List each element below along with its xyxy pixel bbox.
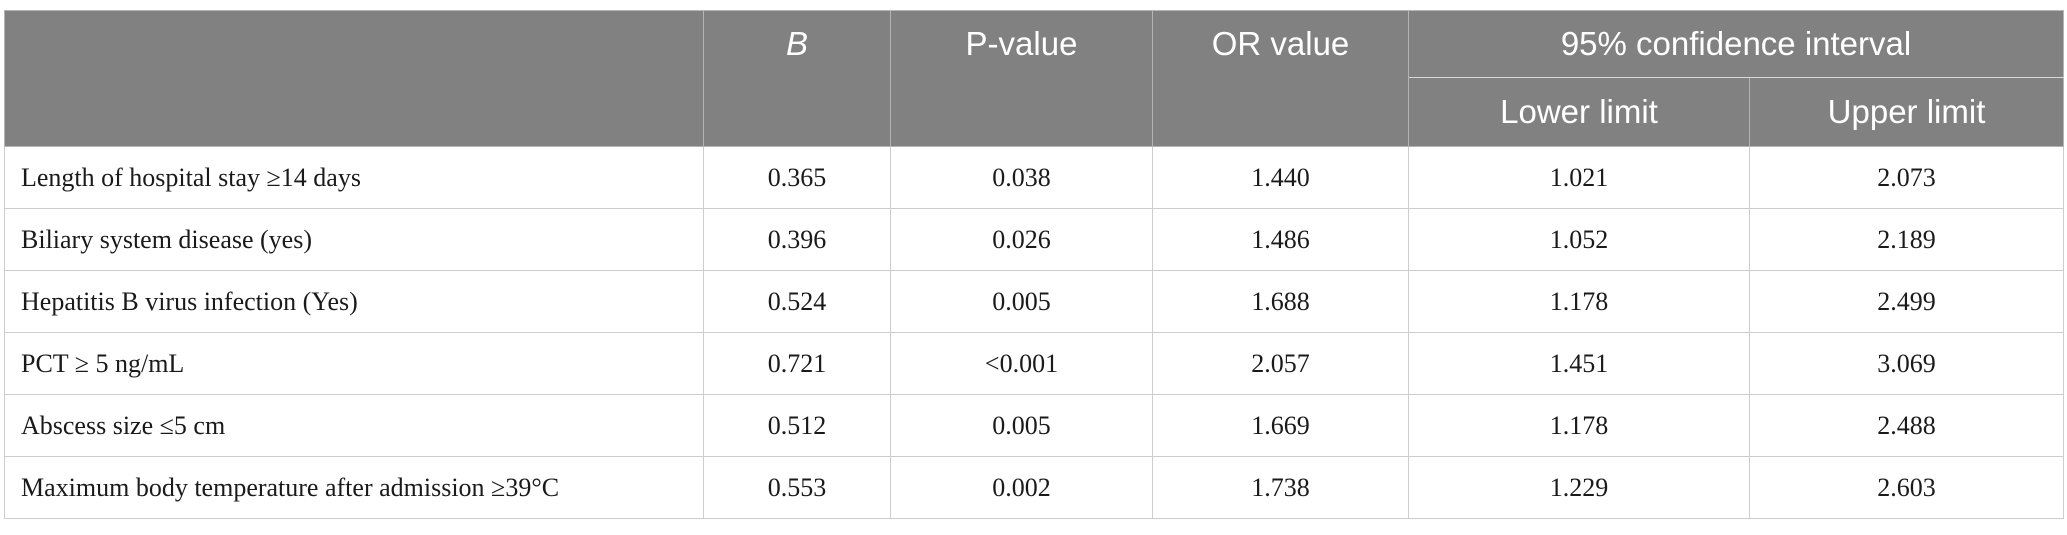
cell-lower-limit: 1.229: [1408, 456, 1750, 519]
table-row: Abscess size ≤5 cm 0.512 0.005 1.669 1.1…: [4, 394, 2065, 457]
row-label: PCT ≥ 5 ng/mL: [4, 332, 704, 395]
cell-lower-limit: 1.052: [1408, 208, 1750, 271]
cell-b: 0.721: [703, 332, 891, 395]
cell-lower-limit: 1.178: [1408, 270, 1750, 333]
cell-upper-limit: 3.069: [1748, 332, 2065, 395]
table-header: B P-value OR value 95% confidence interv…: [4, 10, 2065, 147]
cell-b: 0.553: [703, 456, 891, 519]
table-row: Length of hospital stay ≥14 days 0.365 0…: [4, 146, 2065, 209]
cell-upper-limit: 2.499: [1748, 270, 2065, 333]
header-variable: [4, 10, 704, 147]
cell-lower-limit: 1.021: [1408, 146, 1750, 209]
cell-or-value: 1.486: [1152, 208, 1409, 271]
row-label: Maximum body temperature after admission…: [4, 456, 704, 519]
cell-lower-limit: 1.178: [1408, 394, 1750, 457]
header-row-1: B P-value OR value 95% confidence interv…: [4, 10, 2065, 147]
header-b: B: [703, 10, 891, 147]
row-label: Biliary system disease (yes): [4, 208, 704, 271]
header-p-value: P-value: [890, 10, 1153, 147]
cell-b: 0.396: [703, 208, 891, 271]
cell-upper-limit: 2.189: [1748, 208, 2065, 271]
header-row-2: Lower limit Upper limit: [5, 77, 2065, 147]
cell-p-value: 0.005: [890, 270, 1153, 333]
cell-p-value: <0.001: [890, 332, 1153, 395]
cell-lower-limit: 1.451: [1408, 332, 1750, 395]
cell-b: 0.512: [703, 394, 891, 457]
header-b-label: B: [785, 25, 808, 62]
cell-or-value: 1.440: [1152, 146, 1409, 209]
cell-upper-limit: 2.488: [1748, 394, 2065, 457]
cell-b: 0.524: [703, 270, 891, 333]
table-row: Maximum body temperature after admission…: [4, 456, 2065, 519]
regression-results-table: B P-value OR value 95% confidence interv…: [4, 10, 2065, 519]
cell-or-value: 1.669: [1152, 394, 1409, 457]
cell-p-value: 0.002: [890, 456, 1153, 519]
cell-upper-limit: 2.073: [1748, 146, 2065, 209]
row-label: Abscess size ≤5 cm: [4, 394, 704, 457]
cell-upper-limit: 2.603: [1748, 456, 2065, 519]
table-row: Hepatitis B virus infection (Yes) 0.524 …: [4, 270, 2065, 333]
table-body: Length of hospital stay ≥14 days 0.365 0…: [4, 146, 2065, 519]
header-confidence-interval: 95% confidence interval: [1407, 10, 2065, 78]
cell-or-value: 1.738: [1152, 456, 1409, 519]
table-row: Biliary system disease (yes) 0.396 0.026…: [4, 208, 2065, 271]
cell-p-value: 0.005: [890, 394, 1153, 457]
header-or-value: OR value: [1152, 10, 1409, 147]
header-upper-limit: Upper limit: [1748, 77, 2065, 147]
row-label: Hepatitis B virus infection (Yes): [4, 270, 704, 333]
cell-or-value: 1.688: [1152, 270, 1409, 333]
cell-p-value: 0.026: [890, 208, 1153, 271]
cell-or-value: 2.057: [1152, 332, 1409, 395]
table-row: PCT ≥ 5 ng/mL 0.721 <0.001 2.057 1.451 3…: [4, 332, 2065, 395]
cell-b: 0.365: [703, 146, 891, 209]
cell-p-value: 0.038: [890, 146, 1153, 209]
header-lower-limit: Lower limit: [1408, 77, 1750, 147]
row-label: Length of hospital stay ≥14 days: [4, 146, 704, 209]
